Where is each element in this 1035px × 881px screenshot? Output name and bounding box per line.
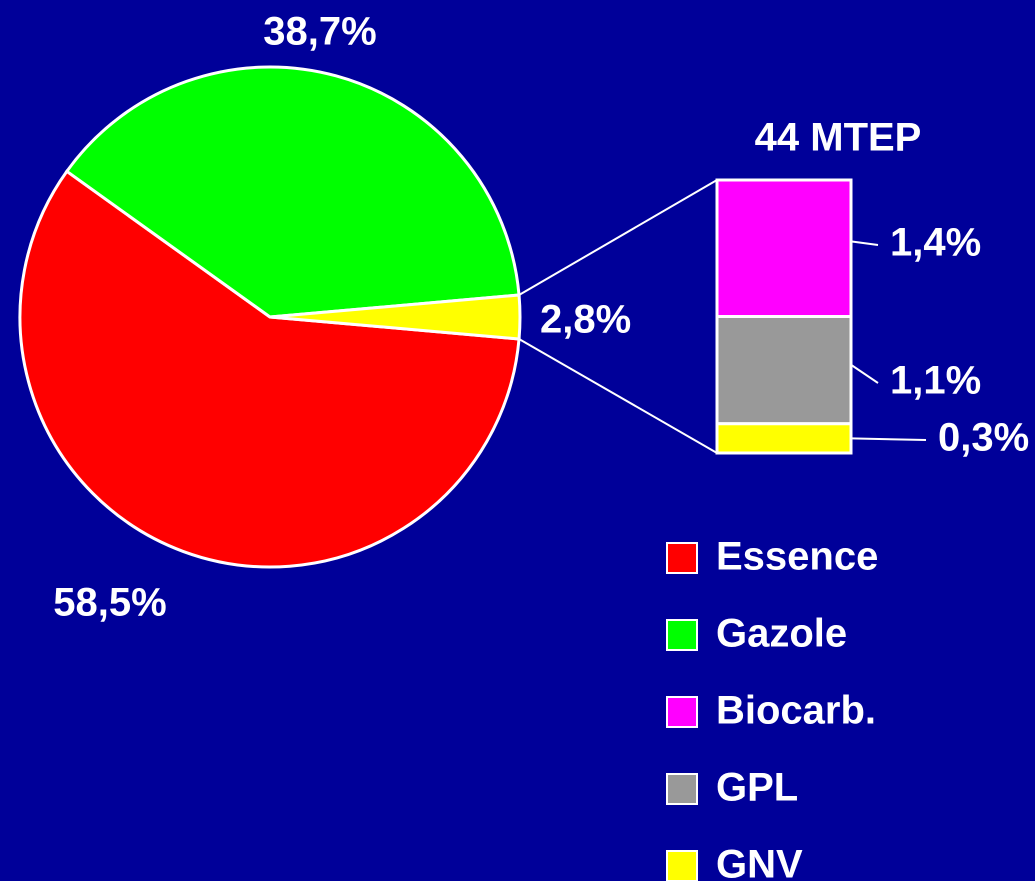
pie-label: 38,7%	[263, 10, 376, 54]
bar-segment	[715, 178, 853, 318]
pie-slice	[18, 169, 521, 569]
bar-label: 0,3%	[938, 416, 1029, 460]
legend-label: GNV	[716, 843, 803, 881]
legend-swatch	[666, 542, 698, 574]
connector	[518, 179, 718, 296]
bar-label: 1,4%	[890, 221, 981, 265]
legend-label: GPL	[716, 766, 798, 810]
bar-segment	[715, 422, 853, 455]
bar-label: 1,1%	[890, 359, 981, 403]
legend-label: Essence	[716, 535, 878, 579]
legend-swatch	[666, 696, 698, 728]
legend-swatch	[666, 773, 698, 805]
pie-label: 2,8%	[540, 298, 631, 342]
legend-label: Gazole	[716, 612, 847, 656]
pie-slice	[64, 65, 521, 319]
pie-label: 58,5%	[53, 581, 166, 625]
connector	[518, 338, 718, 454]
legend-swatch	[666, 850, 698, 881]
legend-swatch	[666, 619, 698, 651]
bar-title: 44 MTEP	[755, 116, 922, 160]
bar-segment	[715, 315, 853, 426]
legend-label: Biocarb.	[716, 689, 876, 733]
leader-line	[850, 363, 879, 384]
leader-line	[850, 240, 879, 246]
pie-slice	[269, 293, 522, 341]
leader-line	[850, 437, 927, 441]
